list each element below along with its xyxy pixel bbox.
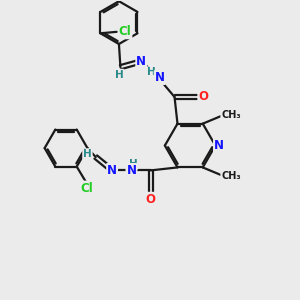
Text: N: N [126,164,136,177]
Text: N: N [155,71,165,84]
Text: H: H [147,67,156,77]
Text: CH₃: CH₃ [221,171,241,181]
Text: H: H [83,149,92,159]
Text: Cl: Cl [119,25,131,38]
Text: N: N [214,139,224,152]
Text: O: O [198,90,208,104]
Text: H: H [115,70,123,80]
Text: CH₃: CH₃ [221,110,241,120]
Text: N: N [136,55,146,68]
Text: O: O [146,193,156,206]
Text: Cl: Cl [81,182,94,194]
Text: H: H [128,159,137,169]
Text: N: N [107,164,117,177]
